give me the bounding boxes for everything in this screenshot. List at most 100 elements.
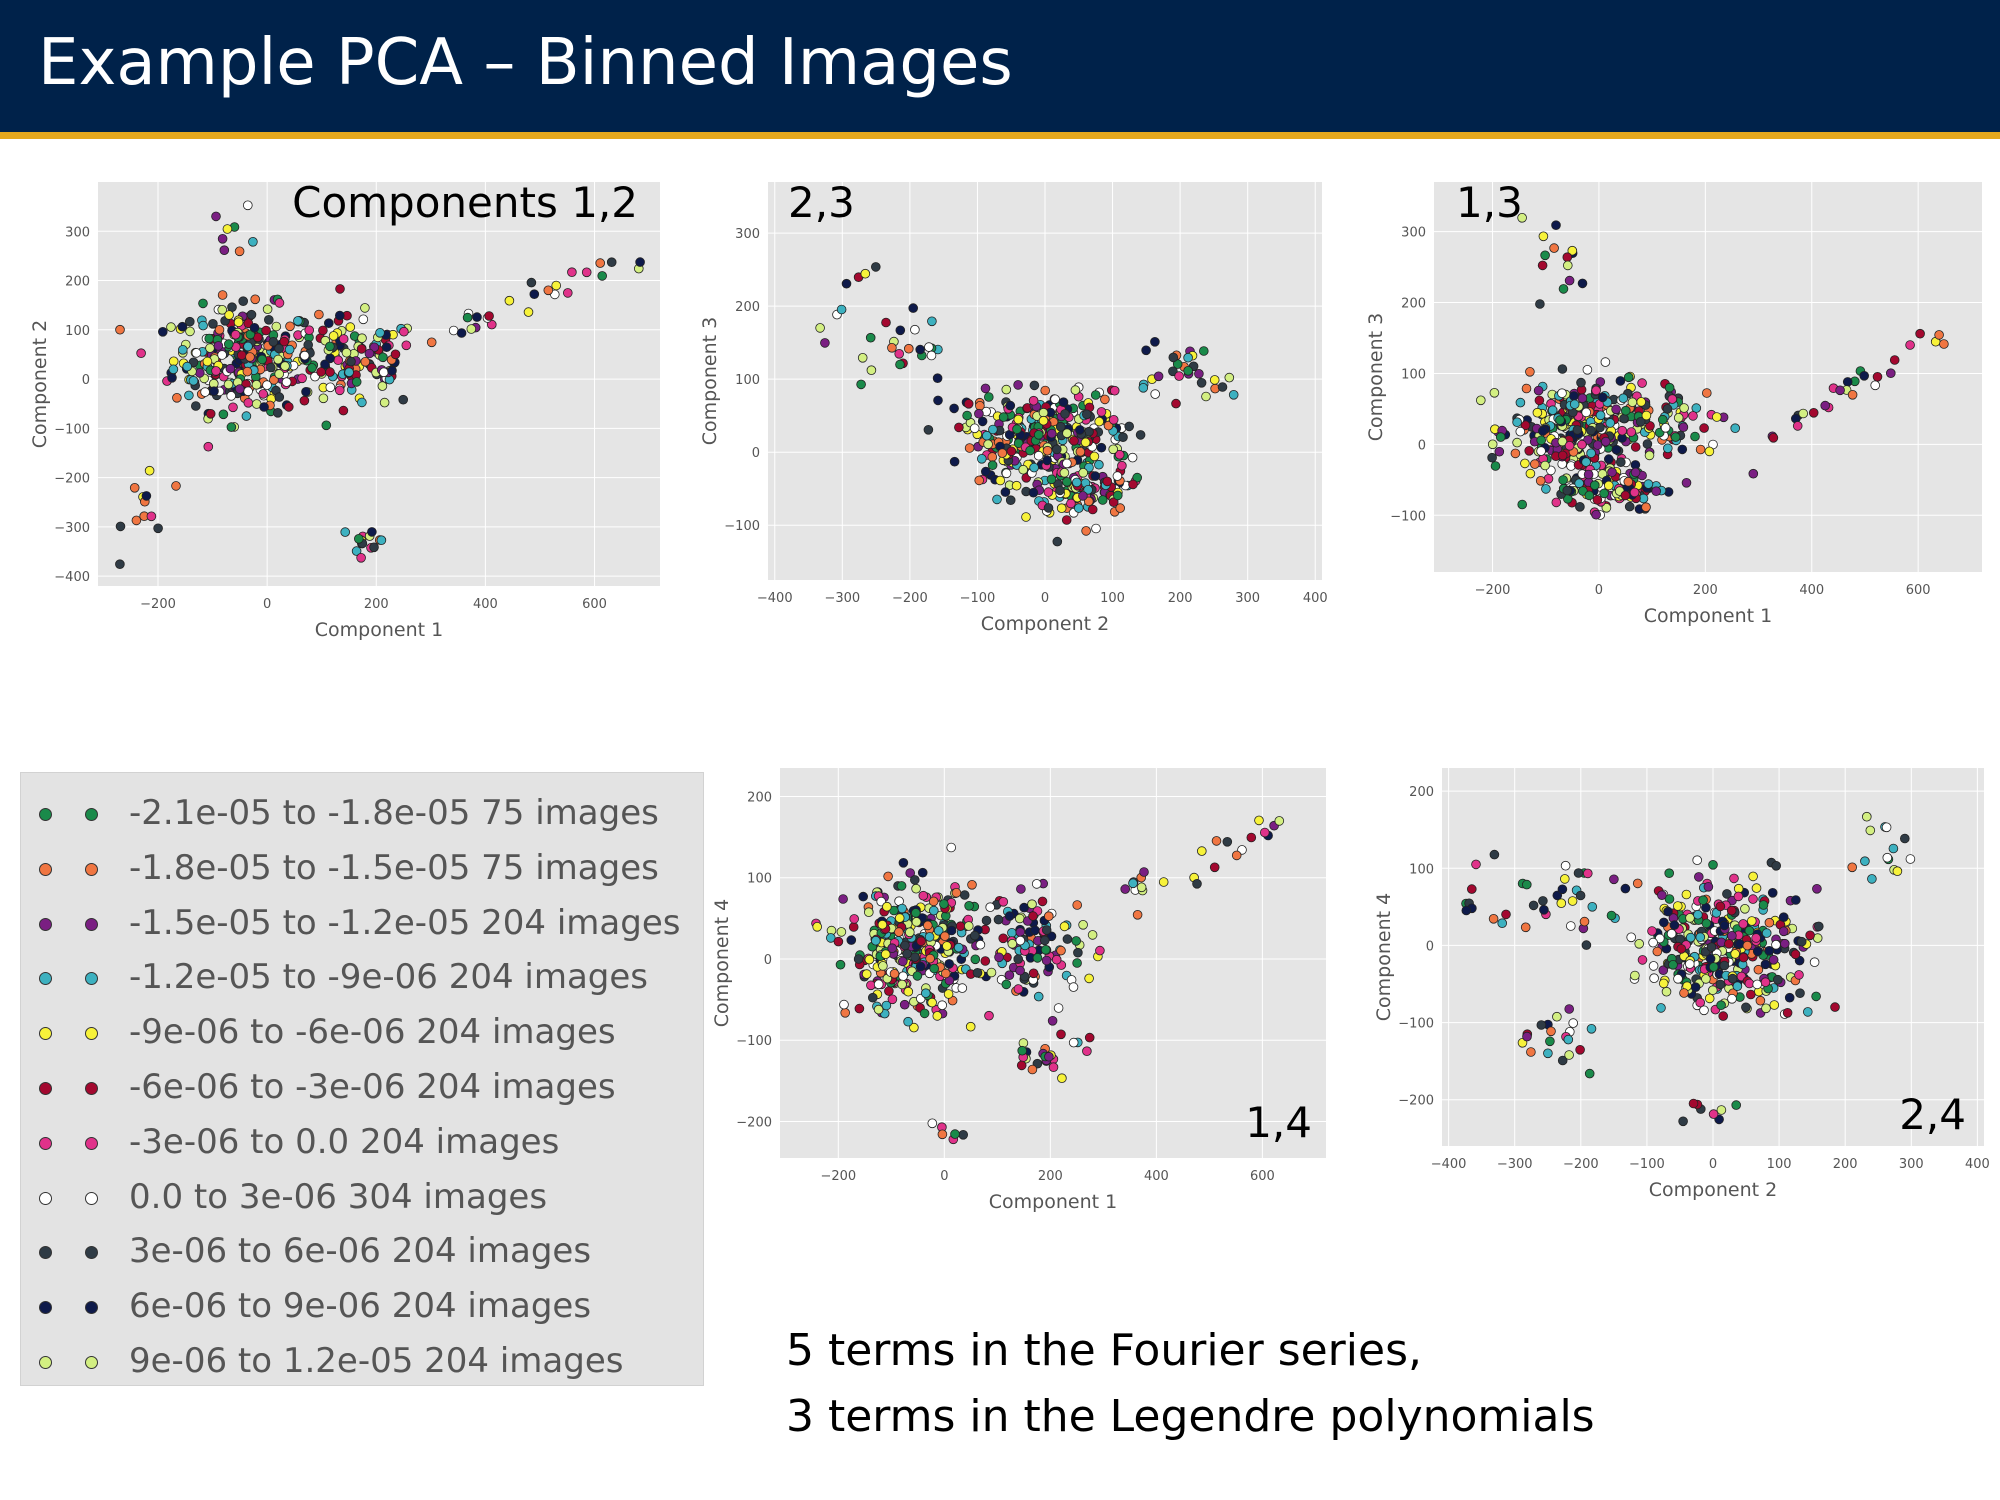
scatter-point (1629, 487, 1640, 498)
scatter-point (1231, 850, 1242, 861)
scatter-point (376, 535, 387, 546)
scatter-point (1073, 947, 1083, 958)
legend-entry: -3e-06 to 0.0 204 images (21, 1116, 701, 1170)
y-tick-label: 200 (1409, 785, 1434, 800)
y-axis-label: Component 3 (1365, 313, 1387, 441)
scatter-point (177, 321, 188, 332)
scatter-point (1731, 1100, 1742, 1110)
scatter-point (1905, 854, 1916, 864)
scatter-point (218, 409, 229, 420)
x-tick-label: −200 (820, 1169, 856, 1184)
scatter-point (820, 338, 830, 348)
x-tick-label: −300 (1497, 1157, 1533, 1172)
scatter-point (1695, 932, 1706, 943)
scatter-point (364, 348, 375, 359)
scatter-point (1591, 385, 1601, 396)
scatter-point (1604, 480, 1614, 491)
scatter-point (226, 422, 237, 432)
scatter-point (1771, 861, 1782, 871)
x-tick-label: 0 (1709, 1157, 1717, 1172)
scatter-point (1209, 375, 1220, 385)
scatter-point (1719, 920, 1730, 931)
scatter-point (1467, 884, 1477, 894)
scatter-point (1577, 439, 1587, 450)
scatter-point (345, 322, 356, 332)
legend-marker (85, 972, 98, 986)
plot-area (1434, 182, 1982, 572)
scatter-point (1663, 906, 1673, 917)
scatter-point (606, 257, 617, 267)
scatter-point (1068, 1037, 1079, 1048)
x-tick-label: −200 (140, 597, 176, 612)
scatter-point (379, 397, 390, 408)
scatter-point (399, 326, 409, 337)
scatter-point (1158, 877, 1169, 887)
scatter-point (1583, 469, 1594, 480)
scatter-point (1526, 1047, 1536, 1057)
scatter-point (1567, 245, 1578, 256)
scatter-point (1551, 220, 1561, 230)
scatter-point (1790, 895, 1801, 905)
scatter-point (1567, 896, 1578, 906)
scatter-point (923, 424, 934, 435)
scatter-point (448, 325, 459, 336)
scatter-point (1742, 940, 1753, 951)
scatter-point (946, 842, 957, 853)
scatter-point (903, 986, 914, 997)
scatter-point (188, 376, 199, 386)
scatter-point (378, 367, 389, 378)
scatter-point (1630, 442, 1641, 452)
scatter-point (949, 456, 960, 467)
scatter-point (1769, 1000, 1780, 1010)
scatter-point (1071, 477, 1082, 488)
panel-label: 1,4 (1245, 1098, 1312, 1147)
scatter-point (211, 211, 221, 222)
scatter-point (1690, 431, 1700, 442)
scatter-point (1701, 388, 1712, 398)
scatter-point (191, 401, 201, 411)
x-tick-label: 0 (1041, 591, 1049, 606)
scatter-point (951, 888, 962, 898)
scatter-point (168, 364, 179, 375)
scatter-point (1752, 946, 1763, 957)
scatter-point (1094, 459, 1104, 470)
scatter-point (274, 298, 285, 308)
scatter-point (230, 329, 241, 340)
scatter-point (1727, 973, 1738, 984)
scatter-point (316, 367, 326, 377)
scatter-point (1047, 1015, 1058, 1026)
scatter-point (529, 289, 540, 299)
x-tick-label: −200 (1563, 1157, 1599, 1172)
scatter-point (1059, 467, 1070, 478)
scatter-point (1658, 978, 1669, 989)
scatter-point (401, 340, 412, 351)
scatter-point (1005, 495, 1016, 506)
scatter-point (283, 402, 294, 412)
scatter-point (1476, 395, 1486, 406)
scatter-point (243, 398, 254, 408)
scatter-point (217, 290, 228, 300)
scatter-point (1535, 299, 1545, 309)
scatter-point (915, 961, 926, 972)
scatter-point (1635, 417, 1646, 427)
scatter-point (1056, 503, 1067, 514)
y-tick-label: 300 (65, 225, 90, 240)
scatter-point (998, 933, 1009, 944)
scatter-point (398, 394, 409, 405)
scatter-point (946, 925, 957, 936)
legend: -2.1e-05 to -1.8e-05 75 images -1.8e-05 t… (20, 772, 704, 1386)
legend-entry: -1.2e-05 to -9e-06 204 images (21, 951, 701, 1005)
scatter-point (1623, 372, 1634, 383)
scatter-point (1859, 371, 1870, 381)
scatter-point (868, 992, 878, 1003)
scatter-plot-svg: −200 0 200 400 600 −200 −100 0 100 200 Component 1… (711, 768, 1326, 1213)
scatter-point (1118, 432, 1128, 443)
scatter-point (1013, 984, 1024, 994)
scatter-point (1641, 410, 1652, 421)
x-tick-label: 0 (263, 597, 271, 612)
scatter-point (328, 331, 339, 341)
scatter-point (1795, 988, 1805, 999)
scatter-point (1581, 407, 1592, 418)
scatter-point (1611, 444, 1622, 455)
scatter-point (1069, 435, 1079, 446)
